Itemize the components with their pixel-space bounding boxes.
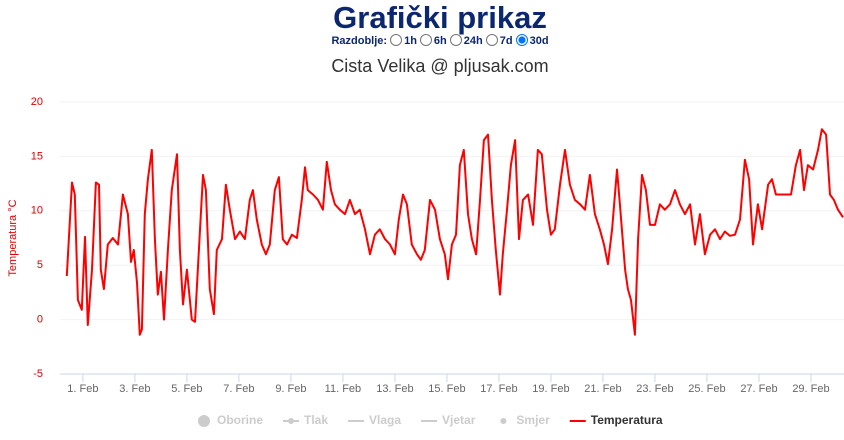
legend-item[interactable]: Tlak <box>283 413 328 427</box>
x-tick-label: 27. Feb <box>740 383 777 395</box>
legend-symbol <box>288 418 295 424</box>
period-radio[interactable] <box>485 34 498 46</box>
y-tick-label: 0 <box>37 314 43 326</box>
x-tick-label: 25. Feb <box>688 383 725 395</box>
legend-label: Vjetar <box>442 413 476 427</box>
period-radio[interactable] <box>390 34 403 46</box>
x-tick-label: 1. Feb <box>67 383 98 395</box>
page-title: Grafički prikaz <box>333 0 547 35</box>
x-tick-label: 19. Feb <box>532 383 569 395</box>
legend-item[interactable]: Oborine <box>198 413 263 427</box>
y-tick-label: -5 <box>33 368 43 380</box>
chart-title: Cista Velika @ pljusak.com <box>331 56 548 76</box>
period-selector: Razdoblje: 1h 6h 24h 7d 30d <box>0 34 844 47</box>
x-tick-label: 11. Feb <box>325 383 362 395</box>
legend-label: Vlaga <box>369 413 401 427</box>
x-tick-label: 23. Feb <box>636 383 673 395</box>
x-tick-label: 7. Feb <box>223 383 254 395</box>
y-tick-label: 5 <box>37 259 43 271</box>
temperature-line <box>65 128 844 336</box>
legend-item[interactable]: Smjer <box>500 413 550 427</box>
legend-label: Temperatura <box>591 413 663 427</box>
period-radio[interactable] <box>419 34 432 46</box>
period-option[interactable]: 30d <box>529 35 549 47</box>
legend-symbol <box>198 415 210 427</box>
y-tick-label: 20 <box>31 96 43 108</box>
x-tick-label: 5. Feb <box>171 383 202 395</box>
period-option[interactable]: 1h <box>404 35 417 47</box>
x-tick-label: 17. Feb <box>480 383 517 395</box>
y-tick-label: 10 <box>31 205 43 217</box>
period-label: Razdoblje: <box>331 35 388 47</box>
legend-label: Smjer <box>516 413 550 427</box>
x-tick-label: 15. Feb <box>428 383 465 395</box>
period-radio[interactable] <box>515 34 528 46</box>
period-radio[interactable] <box>449 34 462 46</box>
period-option[interactable]: 7d <box>499 35 513 47</box>
legend-item[interactable]: Vlaga <box>348 413 401 427</box>
y-axis-label: Temperatura °C <box>7 199 19 276</box>
x-tick-label: 13. Feb <box>376 383 413 395</box>
x-tick-label: 21. Feb <box>584 383 621 395</box>
x-tick-label: 9. Feb <box>275 383 306 395</box>
legend-label: Oborine <box>217 413 263 427</box>
y-tick-label: 15 <box>31 150 43 162</box>
period-option[interactable]: 6h <box>433 35 447 47</box>
period-option[interactable]: 24h <box>463 35 483 47</box>
x-tick-label: 29. Feb <box>792 383 829 395</box>
legend-item[interactable]: Temperatura <box>569 413 663 427</box>
legend-item[interactable]: Vjetar <box>421 413 476 427</box>
x-tick-label: 3. Feb <box>119 383 150 395</box>
legend-label: Tlak <box>304 413 328 427</box>
legend-symbol <box>500 418 507 424</box>
